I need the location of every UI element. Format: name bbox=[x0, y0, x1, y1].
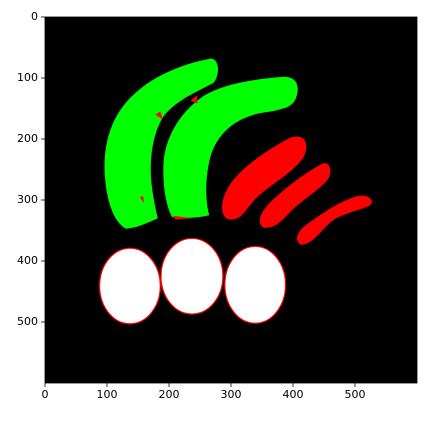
red-region bbox=[190, 95, 198, 104]
y-tick-label: 200 bbox=[17, 132, 38, 145]
x-tick-label: 0 bbox=[42, 388, 49, 401]
red-region bbox=[259, 163, 331, 228]
red-region bbox=[155, 111, 163, 120]
red-region bbox=[296, 195, 372, 245]
green-region bbox=[163, 76, 298, 218]
red-region bbox=[139, 195, 145, 204]
y-tick-label: 100 bbox=[17, 71, 38, 84]
y-tick-label: 500 bbox=[17, 315, 38, 328]
white-region bbox=[224, 245, 287, 324]
x-tick-label: 100 bbox=[97, 388, 118, 401]
green-region bbox=[104, 58, 219, 229]
image-content bbox=[98, 58, 372, 325]
red-region bbox=[173, 215, 194, 220]
x-tick-label: 500 bbox=[345, 388, 366, 401]
x-tick-label: 400 bbox=[283, 388, 304, 401]
red-region bbox=[222, 136, 307, 220]
white-region bbox=[162, 239, 222, 313]
x-tick-label: 300 bbox=[221, 388, 242, 401]
y-tick-label: 300 bbox=[17, 193, 38, 206]
y-tick-label: 0 bbox=[31, 10, 38, 23]
image-plot bbox=[44, 16, 418, 384]
y-tick-label: 400 bbox=[17, 254, 38, 267]
x-tick-label: 200 bbox=[159, 388, 180, 401]
white-region bbox=[98, 247, 161, 325]
